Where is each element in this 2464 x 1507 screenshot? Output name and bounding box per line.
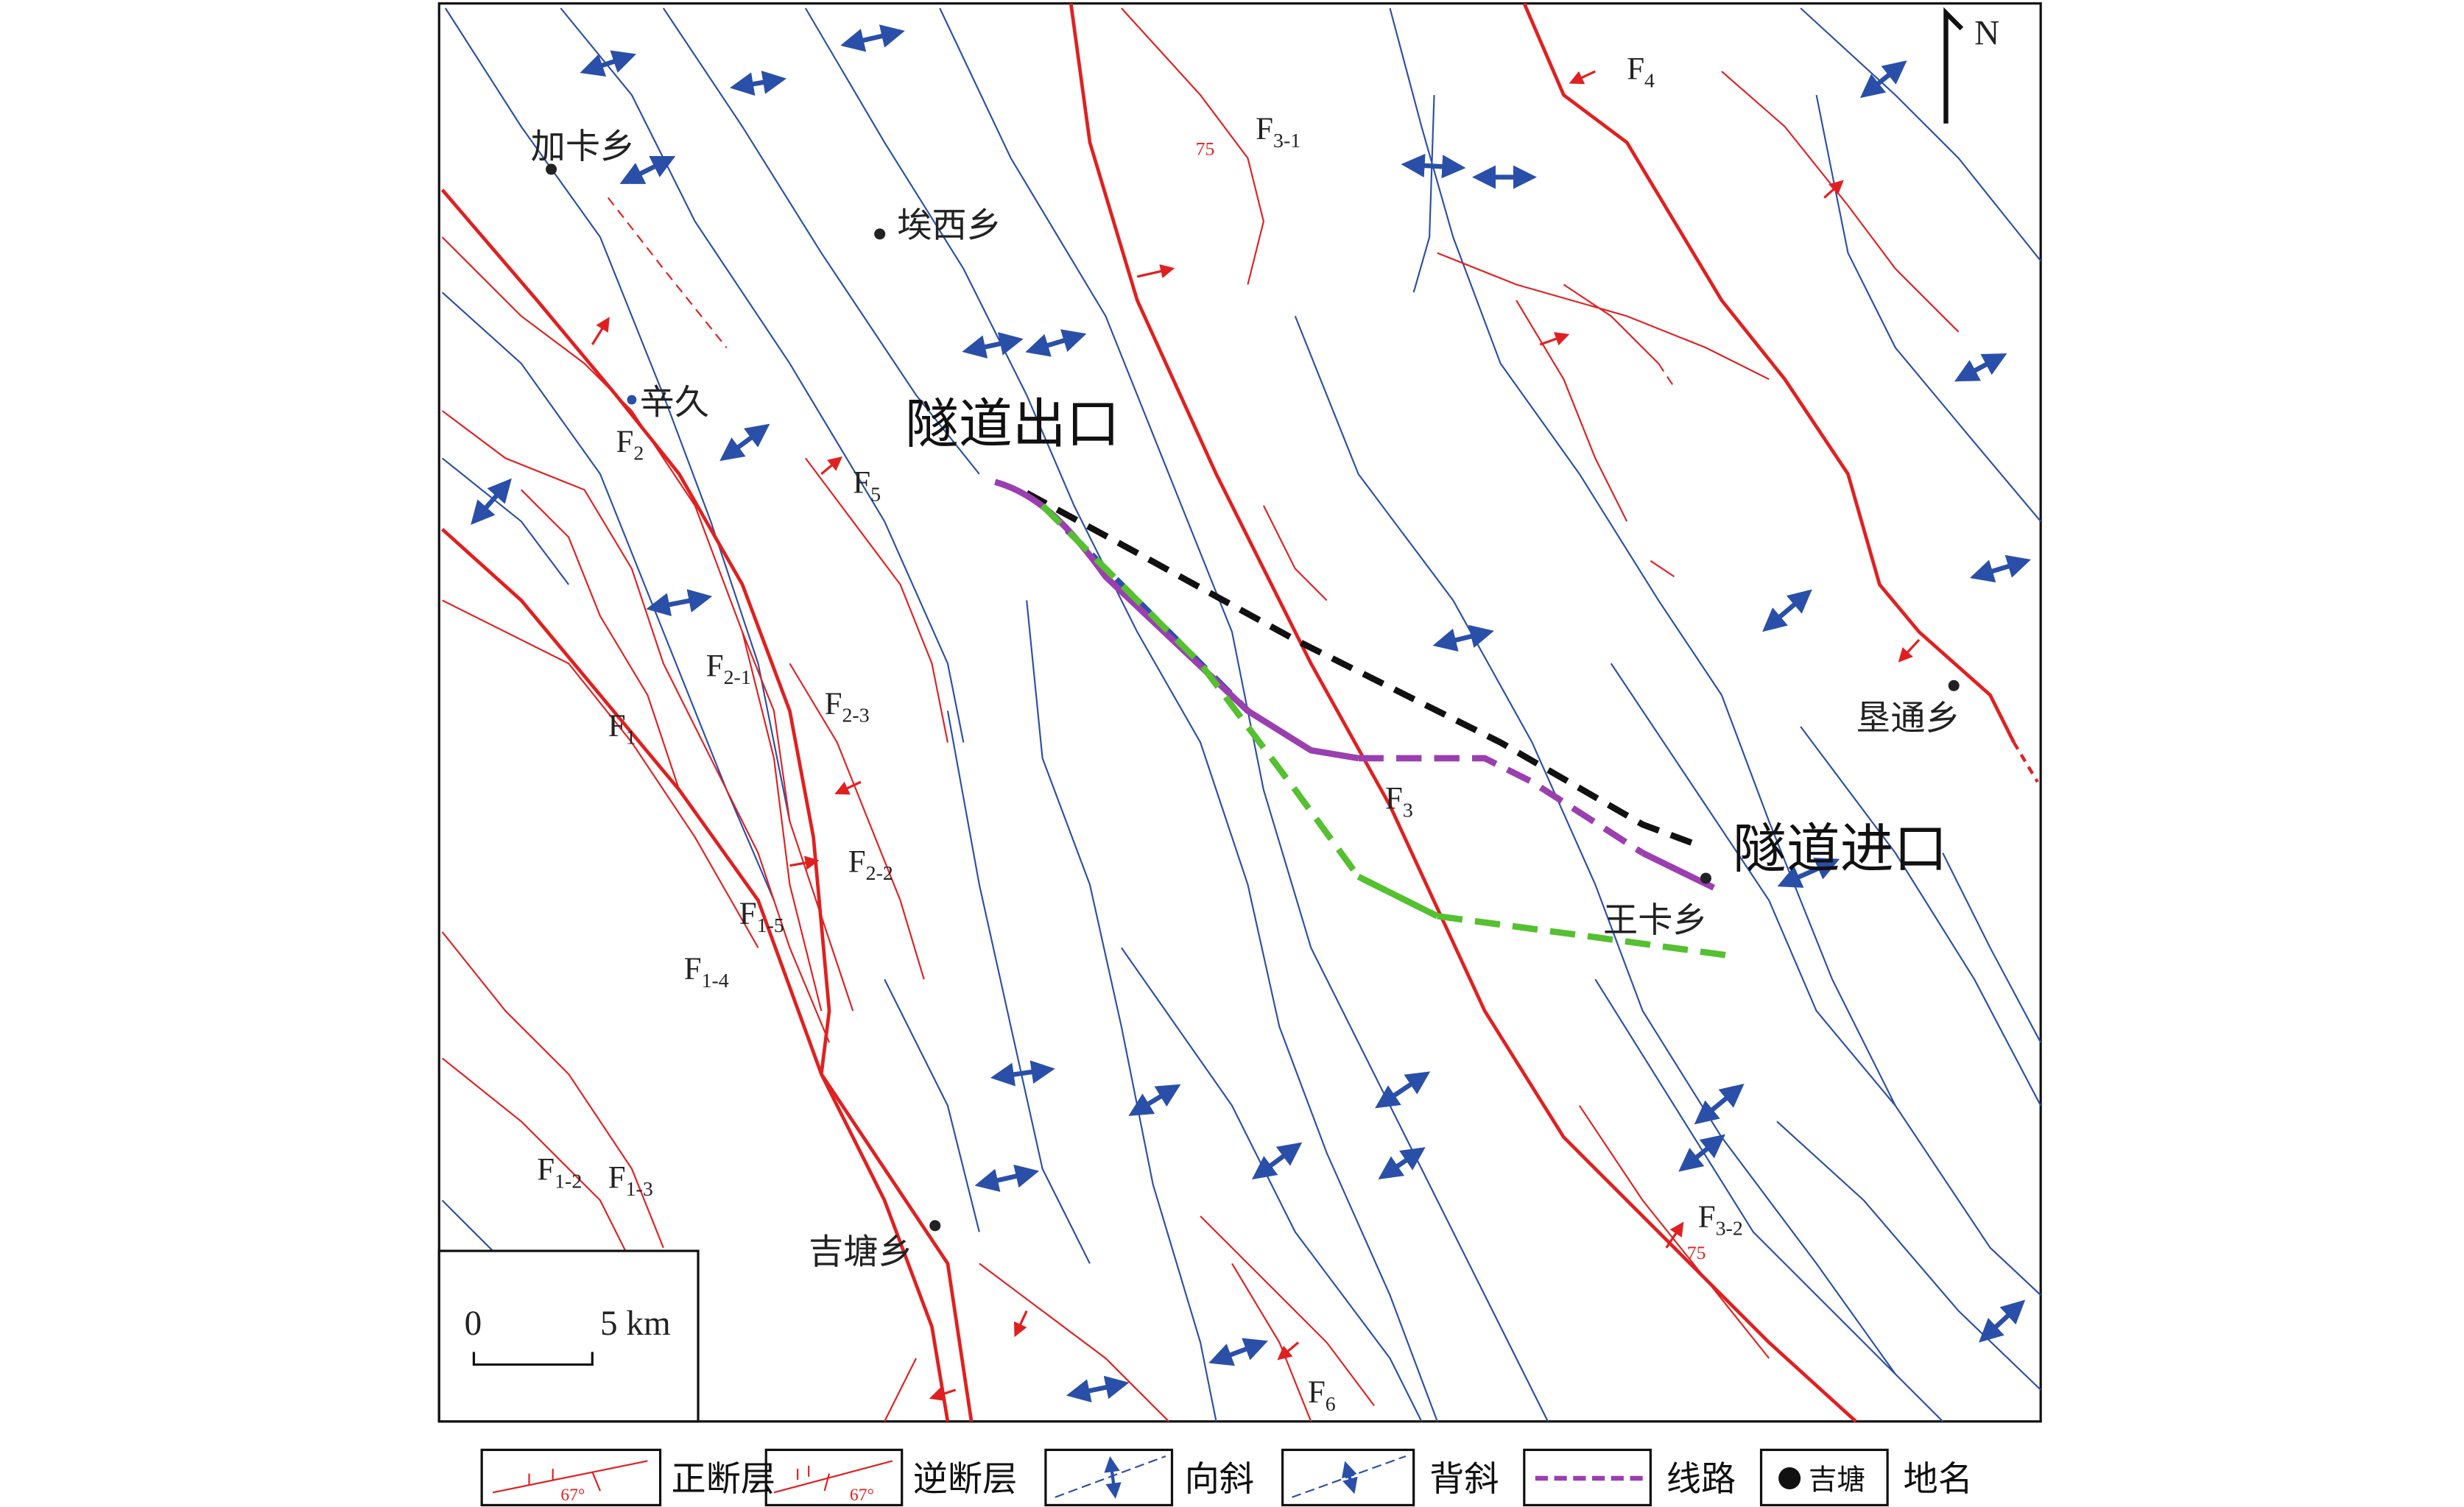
fault-letter: F <box>739 897 757 931</box>
place-label: 王卡乡 <box>1603 902 1708 940</box>
fault-letter: F <box>1627 52 1644 87</box>
fault-letter: F <box>1308 1375 1326 1410</box>
fault-label: F2-2 <box>848 844 893 885</box>
fault-label: F1 <box>608 709 636 749</box>
fault-subscript: 2-3 <box>842 705 869 727</box>
legend: 67° 正断层 67° 逆断层 向斜 背斜 线路 吉塘 地名 <box>480 1448 1973 1507</box>
fault-label: F1-2 <box>537 1153 582 1193</box>
fault-letter: F <box>1698 1200 1716 1235</box>
fault-subscript: 4 <box>1644 69 1655 92</box>
dip-label: 75 <box>1687 1242 1706 1263</box>
fault-label: F3-2 <box>1698 1200 1743 1240</box>
legend-label: 向斜 <box>1185 1461 1254 1499</box>
fault-letter: F <box>706 649 724 683</box>
fault-label: F2 <box>616 425 644 465</box>
dip-label: 75 <box>1196 138 1215 160</box>
fault-subscript: 2-1 <box>724 666 751 689</box>
fault-subscript: 5 <box>870 483 881 506</box>
north-arrow <box>1943 7 1964 124</box>
legend-angle: 67° <box>560 1486 585 1505</box>
legend-angle: 67° <box>850 1486 874 1505</box>
fault-letter: F <box>1256 112 1273 147</box>
fault-letter: F <box>825 687 842 721</box>
legend-label: 地名 <box>1904 1461 1973 1499</box>
fault-subscript: 1-4 <box>702 970 729 992</box>
legend-sample: 吉塘 <box>1809 1464 1865 1496</box>
north-label: N <box>1974 14 1999 52</box>
scale-label: 0 <box>465 1305 482 1343</box>
fault-label: F3-1 <box>1256 112 1300 152</box>
fault-label: F4 <box>1627 52 1655 93</box>
fault-subscript: 2-2 <box>866 862 893 885</box>
place-dots <box>546 163 1960 1232</box>
fault-label: F6 <box>1308 1375 1336 1416</box>
place-label: 吉塘乡 <box>809 1233 913 1271</box>
fault-label: F2-3 <box>825 687 870 727</box>
fold-symbols <box>471 24 2032 1402</box>
place-label: 加卡乡 <box>531 128 636 166</box>
fault-subscript: 1 <box>626 727 636 749</box>
fault-subscript: 1-2 <box>555 1170 582 1193</box>
fault-subscript: 3-2 <box>1716 1218 1743 1240</box>
red-faults <box>440 2 2039 1423</box>
legend-label: 逆断层 <box>913 1461 1018 1499</box>
scale-box: 0 5 km <box>437 1249 700 1423</box>
fault-letter: F <box>537 1153 555 1187</box>
fault-label: F3 <box>1385 782 1413 822</box>
fault-letter: F <box>608 1160 626 1195</box>
fault-letter: F <box>848 844 866 879</box>
place-label: 埃西乡 <box>897 207 1002 245</box>
place-label: 辛久 <box>640 384 709 422</box>
fault-subscript: 1-3 <box>626 1178 653 1201</box>
fault-subscript: 6 <box>1326 1393 1336 1416</box>
fault-letter: F <box>853 466 870 501</box>
fault-letter: F <box>616 425 633 459</box>
fault-subscript: 3-1 <box>1273 130 1300 152</box>
place-label: 垦通乡 <box>1856 699 1960 738</box>
legend-label: 线路 <box>1666 1461 1736 1499</box>
tunnel-label: 隧道出口 <box>905 395 1120 454</box>
fault-subscript: 3 <box>1403 799 1413 822</box>
fault-letter: F <box>608 709 626 744</box>
fault-label: F1-5 <box>739 897 784 937</box>
fault-subscript: 2 <box>633 442 644 465</box>
routes <box>994 479 1731 959</box>
fault-letter: F <box>684 952 702 987</box>
fault-letter: F <box>1385 782 1403 816</box>
scale-label: 5 km <box>600 1305 671 1343</box>
legend-label: 正断层 <box>672 1461 776 1499</box>
legend-label: 背斜 <box>1429 1461 1499 1499</box>
fault-subscript: 1-5 <box>757 914 784 937</box>
fault-label: F2-1 <box>706 649 751 689</box>
fault-label: F5 <box>853 466 881 507</box>
fault-label: F1-4 <box>684 952 729 992</box>
fault-label: F1-3 <box>608 1160 653 1201</box>
tunnel-label: 隧道进口 <box>1733 819 1948 879</box>
